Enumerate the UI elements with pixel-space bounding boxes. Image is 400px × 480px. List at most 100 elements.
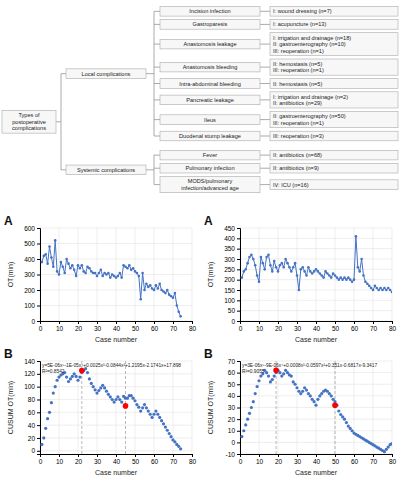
annotation-line: R²=0.9055 — [242, 369, 265, 374]
grid-line-y — [40, 450, 192, 451]
point-marker — [126, 267, 129, 270]
point-marker — [262, 262, 265, 265]
tick-label: 50 — [228, 307, 236, 314]
tick-mark — [335, 321, 336, 324]
tree-branch: Systemic complications — [77, 167, 135, 173]
annotation: y=3E-06x⁵-9E-06x⁴+0.0008x³-0.0597x²+0.35… — [242, 363, 377, 374]
tick: 30 — [228, 404, 240, 411]
tree-link — [260, 168, 270, 169]
tick-mark — [97, 454, 98, 457]
point-marker — [313, 270, 316, 273]
grid-line-y — [40, 437, 192, 438]
tick: 100 — [24, 383, 40, 390]
point-marker — [172, 296, 175, 299]
tick: 40 — [113, 454, 121, 465]
scatter-point — [139, 409, 142, 412]
grid-line-y — [240, 310, 392, 311]
grid-line-y — [240, 361, 392, 362]
tree-link — [260, 136, 270, 137]
point-marker — [132, 267, 135, 270]
panel-label: A — [204, 214, 213, 228]
grid-line-y — [40, 386, 192, 387]
tick-mark — [392, 321, 393, 324]
scatter-point — [46, 417, 49, 420]
tick: 50 — [132, 454, 140, 465]
scatter-point — [50, 401, 53, 404]
point-marker — [54, 239, 57, 242]
tick: 200 — [24, 287, 40, 294]
tick-mark — [335, 454, 336, 457]
scatter-point — [330, 394, 333, 397]
point-marker — [377, 289, 380, 292]
highlight-point — [79, 368, 85, 374]
scatter-point — [160, 419, 163, 422]
tick: 0 — [239, 321, 243, 332]
scatter-point — [103, 386, 106, 389]
tick: 100 — [224, 297, 240, 304]
point-marker — [58, 273, 61, 276]
tick-mark — [37, 259, 40, 260]
tick: 40 — [113, 321, 121, 332]
point-marker — [244, 268, 247, 271]
highlight-point — [332, 402, 338, 408]
tree-note-box — [270, 59, 398, 75]
tick-mark — [37, 374, 40, 375]
tick: 300 — [224, 256, 240, 263]
scatter-point — [92, 385, 95, 388]
point-marker — [290, 270, 293, 273]
tick: 100 — [24, 302, 40, 309]
scatter-point — [345, 421, 348, 424]
tree-child-box — [160, 131, 260, 141]
point-marker — [296, 274, 299, 277]
grid — [40, 228, 192, 321]
tick-label: 100 — [24, 383, 35, 390]
tick: 0 — [231, 318, 240, 325]
point-marker — [258, 280, 261, 283]
point-marker — [322, 276, 325, 279]
tick: 120 — [24, 370, 40, 377]
tree-note: II: antibiotics (n=9) — [273, 165, 319, 171]
point-marker — [265, 256, 268, 259]
tree-child-box — [160, 20, 260, 30]
tree-note-box — [270, 163, 398, 173]
tree-note-line: III: reoperation (n=1) — [273, 120, 324, 126]
grid-line-x — [154, 361, 155, 454]
axis-y: 0100200300400500600 — [24, 225, 40, 325]
tick: 80 — [389, 454, 397, 465]
tree-note: I: irrigation and drainage (n=18)II: gas… — [273, 35, 351, 54]
scatter-point — [90, 382, 93, 385]
tick: 400 — [24, 256, 40, 263]
tick-label: 30 — [294, 325, 302, 332]
scatter-point — [116, 395, 119, 398]
point-marker — [174, 292, 177, 295]
tick: 20 — [275, 321, 283, 332]
tick: -10 — [226, 451, 240, 458]
point-marker — [338, 278, 341, 281]
plot-area — [240, 361, 392, 454]
axis-y: 020406080100120140 — [24, 358, 40, 455]
scatter-point — [141, 406, 144, 409]
tick-mark — [37, 228, 40, 229]
scatter-point — [54, 385, 57, 388]
scatter-point — [337, 409, 340, 412]
tick: 40 — [28, 422, 40, 429]
point-marker — [100, 269, 103, 272]
scatter-point — [282, 372, 285, 375]
tree-note: III: reoperation (n=3) — [273, 133, 324, 139]
point-marker — [157, 287, 160, 290]
scatter-point — [168, 432, 171, 435]
point-marker — [389, 289, 392, 292]
grid-line-y — [240, 228, 392, 229]
tick-mark — [392, 454, 393, 457]
point-marker — [364, 280, 367, 283]
tick-mark — [237, 290, 240, 291]
grid-line-x — [135, 361, 136, 454]
point-marker — [69, 267, 72, 270]
tick-mark — [135, 454, 136, 457]
tick-mark — [237, 259, 240, 260]
point-marker — [46, 262, 49, 265]
tree-link — [260, 155, 270, 156]
scatter-point — [107, 393, 110, 396]
scatter-point — [314, 404, 317, 407]
tree-child-line: Anastomosis bleeding — [183, 64, 238, 70]
